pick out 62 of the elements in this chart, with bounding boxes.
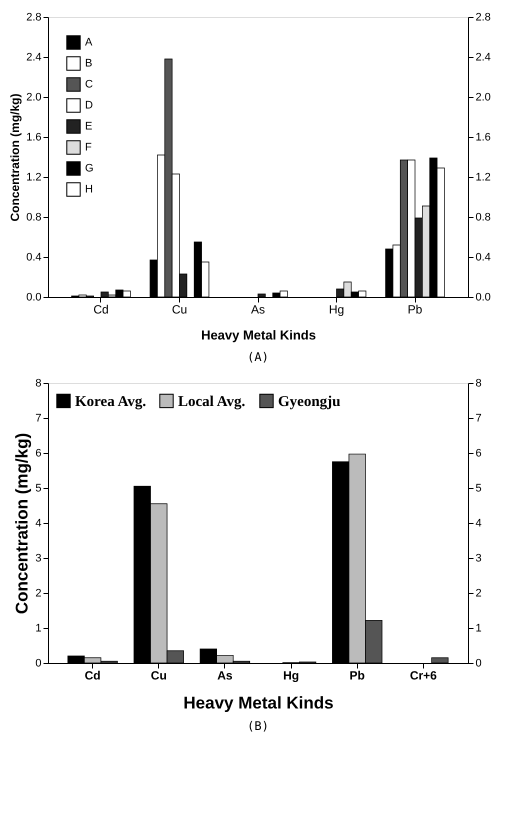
x-axis-title: Heavy Metal Kinds	[183, 694, 334, 712]
x-tick-label: Cd	[93, 302, 109, 316]
y-tick-label: 2.8	[26, 12, 42, 24]
y-tick-label: 1	[35, 622, 42, 634]
y-tick-label: 0.0	[26, 292, 42, 304]
y-tick-label: 2.0	[26, 92, 42, 104]
x-tick-label: Hg	[328, 302, 344, 316]
text: (A)	[247, 350, 269, 364]
x-tick-label: Cd	[84, 668, 101, 682]
y2-tick-label: 0.8	[476, 212, 491, 224]
x-tick-label: As	[250, 302, 266, 316]
y-tick-label: 5	[35, 482, 42, 494]
y-tick-label: 6	[35, 448, 42, 460]
x-tick-label: Pb	[408, 302, 423, 316]
y2-tick-label: 2.0	[476, 92, 491, 104]
y-tick-label: 8	[35, 378, 42, 390]
legend-label: E	[85, 120, 92, 132]
x-tick-label: Hg	[283, 668, 300, 682]
y-axis-title: Concentration (mg/kg)	[8, 94, 22, 222]
y-tick-label: 2	[35, 588, 42, 600]
y-axis-title: Concentration (mg/kg)	[12, 432, 32, 614]
y-tick-label: 0.4	[26, 252, 42, 264]
legend-label: H	[85, 184, 93, 196]
legend-label: Korea Avg.	[75, 394, 146, 410]
y2-tick-label: 0.4	[476, 252, 491, 264]
y2-tick-label: 4	[476, 518, 482, 530]
x-tick-label: Cu	[150, 668, 167, 682]
y-tick-label: 2.4	[26, 52, 42, 64]
x-tick-label: Cu	[172, 302, 188, 316]
y2-tick-label: 2.4	[476, 52, 491, 64]
legend-label: Local Avg.	[178, 394, 246, 410]
y2-tick-label: 2	[476, 588, 482, 600]
y2-tick-label: 2.8	[476, 12, 491, 24]
y-tick-label: 0	[35, 658, 42, 670]
y2-tick-label: 1.2	[476, 172, 491, 184]
legend-label: B	[85, 58, 92, 70]
y2-tick-label: 8	[476, 378, 482, 390]
legend-label: C	[85, 78, 93, 90]
legend-label: A	[85, 36, 93, 48]
legend-label: G	[85, 162, 94, 174]
x-tick-label: As	[217, 668, 233, 682]
y-tick-label: 1.2	[26, 172, 42, 184]
legend-label: D	[85, 100, 93, 112]
x-tick-label: Pb	[350, 668, 365, 682]
y2-tick-label: 5	[476, 482, 482, 494]
y2-tick-label: 3	[476, 552, 482, 564]
x-axis-title: Heavy Metal Kinds	[201, 328, 316, 342]
text: (B)	[247, 719, 269, 733]
y-tick-label: 1.6	[26, 132, 42, 144]
y-tick-label: 7	[35, 412, 42, 424]
y2-tick-label: 0	[476, 658, 482, 670]
y-tick-label: 3	[35, 552, 42, 564]
y2-tick-label: 0.0	[476, 292, 491, 304]
y-tick-label: 4	[35, 518, 42, 530]
y2-tick-label: 7	[476, 412, 482, 424]
legend-label: Gyeongju	[278, 394, 341, 410]
y2-tick-label: 1	[476, 622, 482, 634]
y-tick-label: 0.8	[26, 212, 42, 224]
legend-label: F	[85, 142, 92, 154]
y2-tick-label: 6	[476, 448, 482, 460]
x-tick-label: Cr+6	[410, 668, 438, 682]
y2-tick-label: 1.6	[476, 132, 491, 144]
